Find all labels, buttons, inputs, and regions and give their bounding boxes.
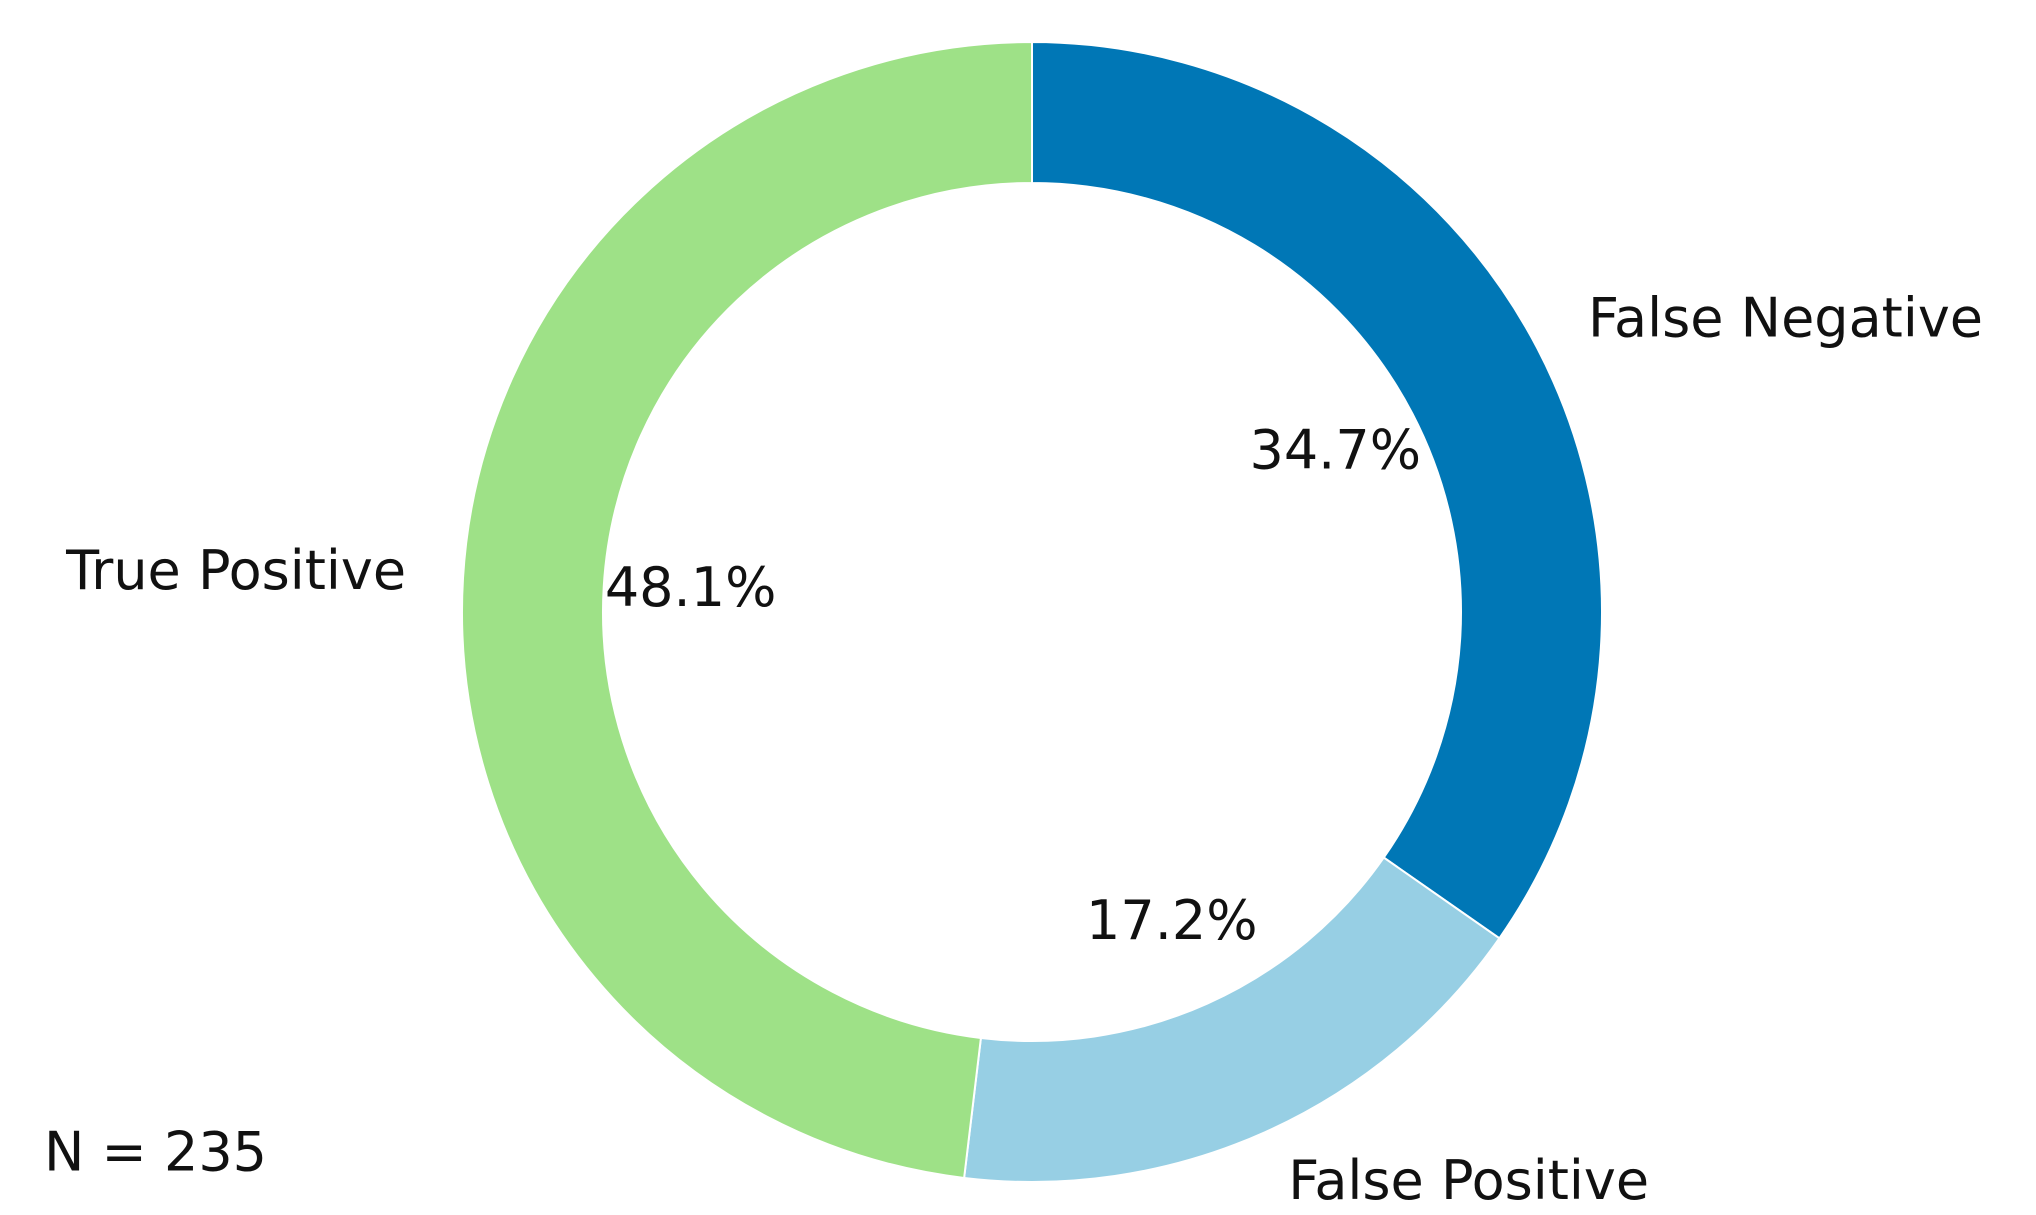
value-label: 48.1% bbox=[605, 556, 777, 619]
segment-label: False Positive bbox=[1288, 1149, 1649, 1212]
segment-label: False Negative bbox=[1588, 287, 1983, 350]
value-label: 34.7% bbox=[1249, 419, 1421, 482]
annotation: N = 235 bbox=[44, 1121, 267, 1184]
donut-segment bbox=[461, 40, 1033, 1180]
value-label: 17.2% bbox=[1086, 889, 1258, 952]
donut-segment bbox=[1031, 40, 1603, 940]
segment-label: True Positive bbox=[65, 539, 406, 602]
